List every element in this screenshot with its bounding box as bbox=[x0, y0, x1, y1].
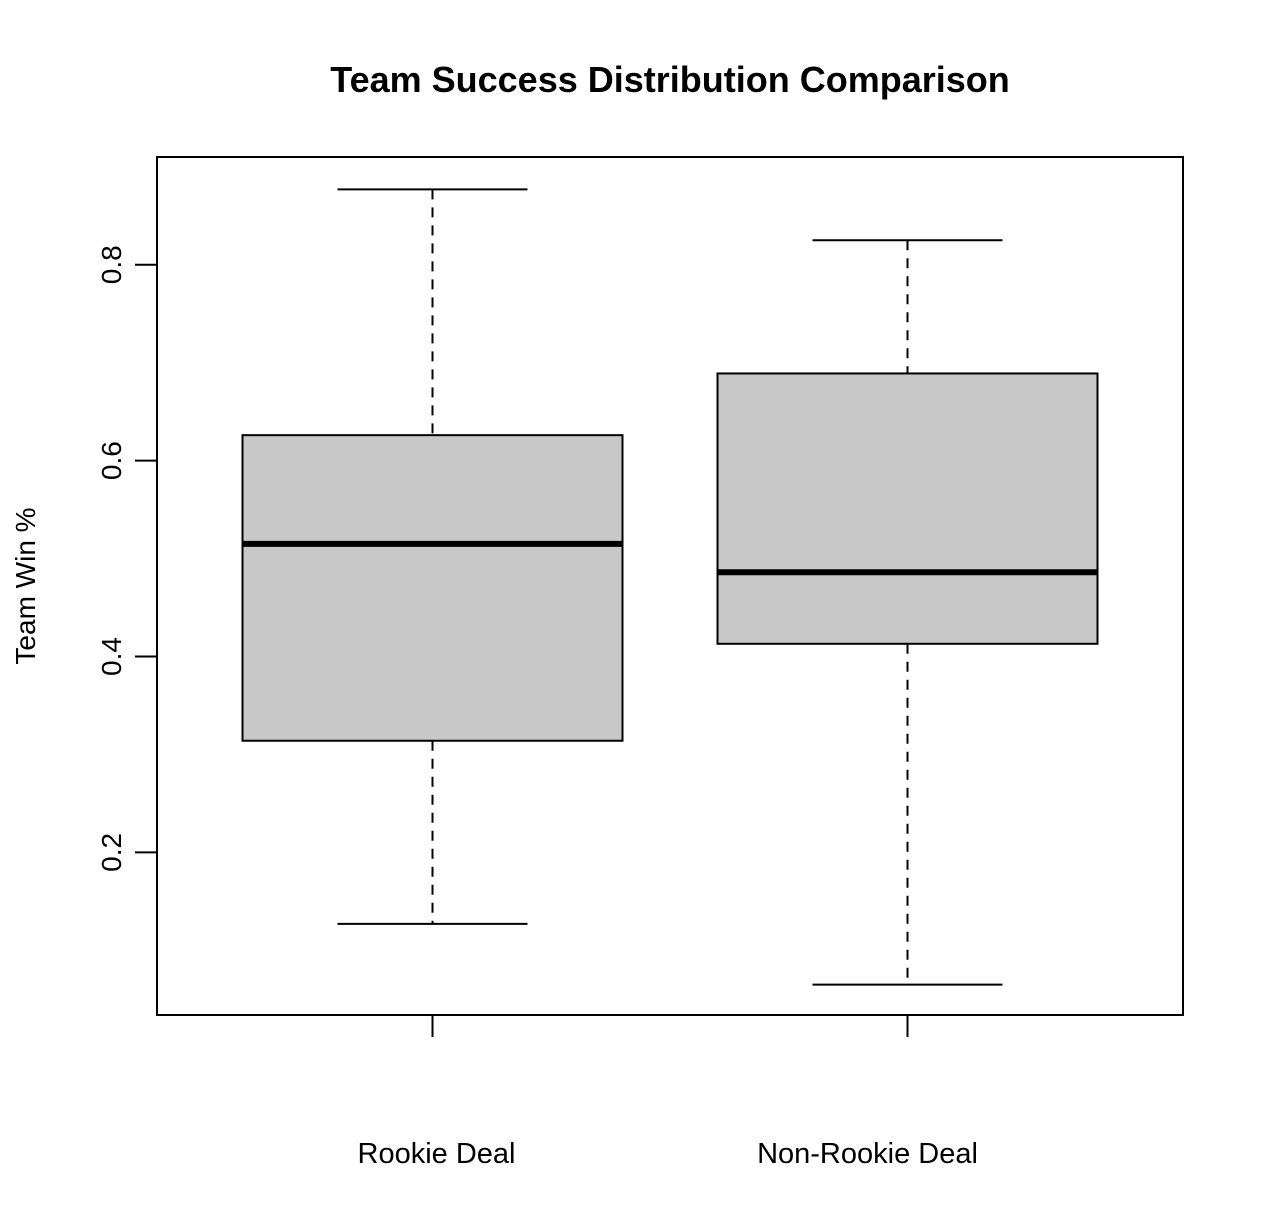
x-tick-label: Rookie Deal bbox=[358, 1138, 516, 1170]
x-axis: Rookie Deal Non-Rookie Deal bbox=[358, 1015, 978, 1170]
chart-title: Team Success Distribution Comparison bbox=[330, 59, 1009, 100]
y-axis: 0.2 0.4 0.6 0.8 bbox=[96, 245, 157, 872]
y-tick-label: 0.8 bbox=[96, 245, 127, 284]
iqr-box bbox=[241, 434, 624, 742]
y-tick-label: 0.6 bbox=[96, 441, 127, 480]
y-axis-label: Team Win % bbox=[10, 507, 41, 664]
box-non-rookie-deal bbox=[716, 239, 1099, 986]
plot-frame bbox=[156, 156, 1184, 1016]
y-tick-label: 0.4 bbox=[96, 637, 127, 676]
box-rookie-deal bbox=[241, 188, 624, 925]
box-series bbox=[241, 188, 1099, 986]
x-tick-label: Non-Rookie Deal bbox=[757, 1138, 978, 1170]
y-tick-label: 0.2 bbox=[96, 833, 127, 872]
iqr-box bbox=[716, 372, 1099, 645]
